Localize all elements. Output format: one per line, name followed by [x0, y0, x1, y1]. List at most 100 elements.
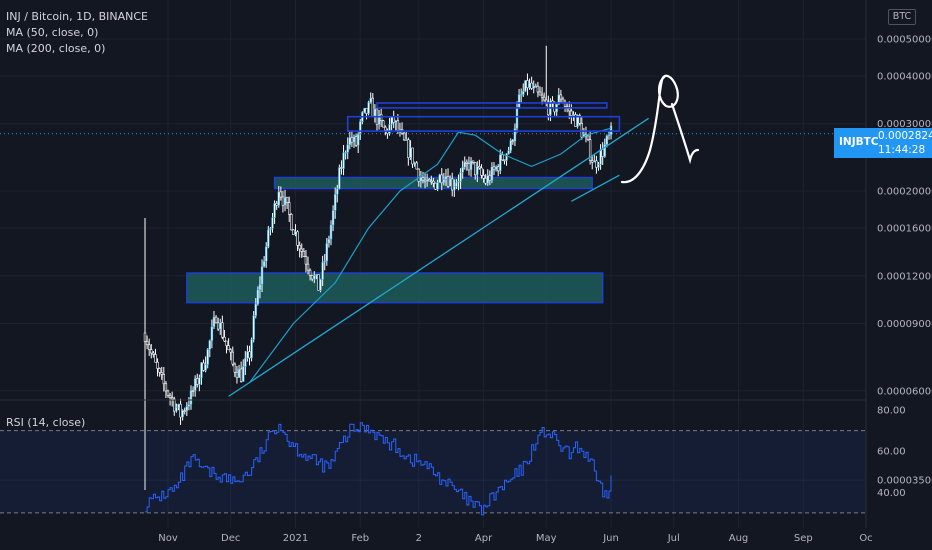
candle-body: [407, 139, 410, 158]
time-tick-label: Feb: [351, 533, 369, 544]
price-tick-label: 0.00050000: [877, 34, 932, 45]
candle-body: [158, 368, 161, 373]
candle-body: [304, 256, 308, 265]
candle-body: [262, 260, 266, 267]
candle-body: [430, 180, 433, 183]
candle-body: [300, 248, 303, 252]
candle-body: [223, 336, 226, 342]
candle-body: [482, 175, 485, 179]
candle-body: [336, 188, 339, 195]
candle-body: [382, 120, 385, 128]
candle-body: [342, 152, 345, 169]
candle-body: [390, 116, 393, 125]
candle-body: [208, 340, 211, 350]
candle-body: [526, 80, 529, 89]
price-tick-label: 0.00016000: [877, 224, 932, 235]
candle-body: [235, 371, 239, 378]
rsi-legend[interactable]: RSI (14, close): [6, 416, 86, 429]
candle-body: [417, 168, 420, 182]
indicator-ma-200[interactable]: MA (200, close, 0): [6, 42, 106, 55]
candle-body: [484, 177, 487, 184]
candle-body: [356, 133, 360, 146]
price-axis[interactable]: 0.00050000 0.00040000 0.00030000 0.00020000…: [877, 34, 932, 486]
candle-body: [179, 403, 182, 418]
candle-body: [591, 160, 594, 163]
candles: [143, 45, 613, 490]
candle-body: [480, 167, 483, 176]
candle-body: [156, 361, 159, 369]
candle-body: [423, 179, 427, 183]
candle-body: [346, 144, 349, 153]
candle-body: [471, 160, 475, 163]
rsi-tick-label: 60.00: [877, 447, 906, 458]
candle-body: [467, 163, 471, 171]
candle-body: [340, 167, 343, 169]
candle-body: [344, 152, 347, 154]
candle-body: [442, 178, 446, 184]
trendlines: [228, 117, 650, 397]
candle-body: [490, 166, 494, 181]
time-tick-label: Jun: [602, 533, 619, 544]
candle-body: [292, 229, 295, 235]
candle-body: [432, 180, 435, 184]
price-tag-countdown: 11:44:28: [878, 144, 926, 156]
candle-body: [469, 160, 473, 171]
candle-body: [453, 186, 456, 191]
candle-body: [511, 140, 515, 142]
candle-body: [528, 82, 531, 89]
candle-body: [160, 372, 163, 375]
candle-body: [519, 94, 523, 96]
candle-body: [588, 139, 592, 161]
time-tick-label: Jul: [667, 533, 680, 544]
candle-body: [373, 108, 377, 117]
candle-body: [296, 231, 299, 246]
candle-body: [501, 154, 504, 161]
candle-body: [183, 410, 186, 412]
resistance-zone: [376, 102, 608, 109]
candle-body: [254, 303, 257, 316]
candle-body: [319, 279, 322, 291]
candle-body: [229, 349, 232, 353]
candle-body: [323, 260, 326, 263]
candle-body: [231, 351, 234, 365]
candle-body: [187, 404, 191, 407]
candle-body: [542, 96, 546, 101]
candle-body: [246, 351, 249, 359]
chart-legend[interactable]: INJ / Bitcoin, 1D, BINANCE MA (50, close…: [6, 9, 148, 57]
candle-body: [244, 357, 247, 367]
indicator-ma-50[interactable]: MA (50, close, 0): [6, 26, 99, 39]
candle-body: [607, 134, 611, 137]
price-tick-label: 0.00003500: [877, 476, 932, 487]
rsi-axis[interactable]: 80.00 60.00 40.00: [877, 406, 906, 499]
candle-body: [363, 107, 366, 113]
candle-body: [317, 274, 320, 291]
price-tag-value: 0.00028248: [878, 130, 932, 142]
candle-body: [204, 364, 207, 371]
candle-body: [559, 94, 563, 100]
candle-body: [369, 97, 372, 103]
candle-body: [488, 175, 492, 181]
candle-body: [474, 162, 477, 176]
time-tick-label: Apr: [475, 533, 493, 544]
candle-body: [532, 85, 535, 89]
currency-badge[interactable]: BTC: [888, 9, 916, 25]
time-tick-label: Aug: [729, 533, 749, 544]
candle-body: [219, 322, 222, 330]
time-axis[interactable]: Nov Dec 2021 Feb 2 Apr May Jun Jul Aug Sep Oc: [158, 533, 872, 544]
candle-body: [166, 390, 170, 396]
candle-body: [225, 340, 228, 346]
candle-body: [367, 101, 370, 114]
candle-body: [290, 214, 293, 231]
candle-body: [338, 167, 341, 190]
candle-body: [285, 196, 289, 203]
resistance-zone: [346, 115, 621, 132]
candle-body: [599, 149, 602, 165]
chart-title: INJ / Bitcoin, 1D, BINANCE: [6, 10, 148, 23]
candle-body: [428, 179, 431, 182]
price-tick-label: 0.00009000: [877, 319, 932, 330]
candle-body: [570, 110, 573, 116]
candle-body: [168, 395, 172, 398]
candle-body: [457, 181, 460, 184]
candle-body: [476, 166, 479, 176]
